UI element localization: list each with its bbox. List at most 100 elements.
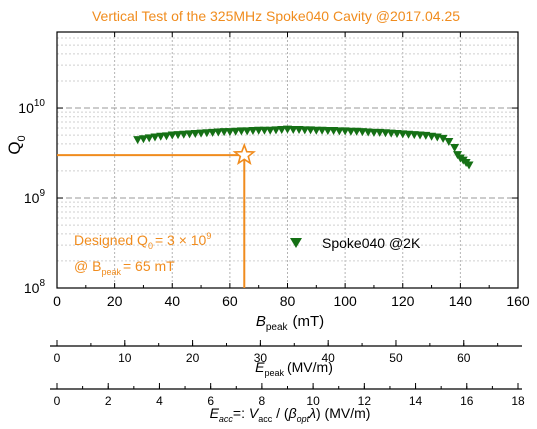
data-point [185, 130, 195, 139]
data-point [259, 126, 269, 135]
tick-label: 0 [54, 351, 61, 365]
tick-label: 10 [118, 351, 132, 365]
eacc-label-part: ) (MV/m) [316, 405, 370, 421]
y-tick-label: 1010 [18, 98, 45, 116]
eacc-label-part: =: [233, 405, 249, 421]
data-point [150, 133, 160, 142]
y-axis-label: Q0 [5, 135, 28, 154]
data-point [173, 131, 183, 140]
data-point [277, 126, 287, 135]
legend-marker [290, 238, 302, 248]
eacc-label-part: acc [219, 414, 234, 424]
data-point [156, 132, 166, 141]
y-axis-ticks: 108 109 1010 [18, 98, 518, 296]
grid [57, 32, 518, 288]
x-tick-label: 100 [333, 293, 357, 309]
data-point [323, 127, 333, 136]
design-annotation-line2: @ Bpeak = 65 mT [74, 258, 175, 277]
tick-label: 0 [54, 394, 61, 408]
tick-label: 2 [105, 394, 112, 408]
data-point [225, 128, 235, 137]
x-axis-ticks: 0 20 40 60 80 100 120 140 160 [53, 32, 530, 309]
tick-label: 6 [207, 394, 214, 408]
tick-label: 50 [389, 351, 403, 365]
data-point [346, 127, 356, 136]
eacc-label-part: acc [258, 414, 273, 424]
data-point [242, 127, 252, 136]
data-point [219, 128, 229, 137]
data-point [190, 129, 200, 138]
x-tick-label: 0 [53, 293, 61, 309]
tick-label: 18 [511, 394, 525, 408]
data-point [231, 127, 241, 136]
data-point [288, 126, 298, 135]
y-axis-label-main: Q [5, 141, 24, 154]
data-point [271, 126, 281, 135]
data-point [208, 128, 218, 137]
data-point [248, 127, 258, 136]
data-point [167, 131, 177, 140]
eacc-label-part: β [288, 405, 297, 421]
eacc-label-part: opt [297, 414, 310, 424]
design-star [232, 142, 256, 166]
eacc-label-part: / ( [272, 405, 289, 421]
eacc-label-part: E [210, 405, 220, 421]
y-axis-label-sub: 0 [16, 135, 28, 141]
x-tick-label: 140 [449, 293, 473, 309]
tick-label: 20 [186, 351, 200, 365]
eacc-axis-label: Eacc=: Vacc / (βoptλ) (MV/m) [210, 405, 371, 424]
data-point [133, 136, 143, 145]
eacc-axis: 0 2 4 6 8 10 12 14 16 18 Eacc=: Vacc / (βoptλ) (M… [50, 383, 525, 424]
data-point [369, 128, 379, 137]
tick-label: 4 [156, 394, 163, 408]
legend-label: Spoke040 @2K [322, 235, 421, 251]
x-tick-label: 80 [280, 293, 296, 309]
data-points [133, 125, 474, 170]
epeak-axis: 0 10 20 30 40 50 60 Epeak (MV/m) [50, 340, 522, 378]
x-axis-label-unit: (mT) [293, 313, 325, 330]
data-point [144, 134, 154, 143]
y-tick-label: 109 [24, 188, 46, 206]
design-annotation: Designed Q0 = 3 × 109 @ Bpeak = 65 mT [74, 231, 211, 277]
y-tick-label: 108 [24, 278, 46, 296]
tick-label: 30 [254, 351, 268, 365]
data-point [300, 126, 310, 135]
data-point [179, 130, 189, 139]
data-point [161, 132, 171, 141]
design-lines [57, 154, 246, 288]
eacc-label-part: λ [308, 405, 316, 421]
x-tick-label: 120 [391, 293, 415, 309]
legend: Spoke040 @2K [290, 235, 421, 251]
data-point [196, 129, 206, 138]
epeak-axis-label: Epeak (MV/m) [255, 359, 333, 378]
data-point [213, 128, 223, 137]
x-axis-label-main: B [256, 313, 266, 330]
data-point [438, 134, 448, 143]
design-point-marker [232, 142, 256, 166]
epeak-axis-ticks: 0 10 20 30 40 50 60 [54, 340, 499, 365]
data-point [254, 126, 264, 135]
eacc-label-part: V [249, 405, 260, 421]
data-point [265, 126, 275, 135]
data-point [444, 137, 454, 146]
x-tick-label: 40 [164, 293, 180, 309]
data-point [202, 129, 212, 138]
data-point [464, 161, 474, 170]
tick-label: 14 [409, 394, 423, 408]
tick-label: 10 [306, 394, 320, 408]
design-annotation-line1: Designed Q0 = 3 × 109 [74, 231, 211, 251]
tick-label: 40 [321, 351, 335, 365]
data-point [334, 127, 344, 136]
tick-label: 60 [457, 351, 471, 365]
chart-title: Vertical Test of the 325MHz Spoke040 Cav… [92, 8, 460, 24]
tick-label: 16 [460, 394, 474, 408]
x-axis-label: Bpeak (mT) [256, 313, 324, 333]
data-point [450, 143, 460, 152]
tick-label: 8 [259, 394, 266, 408]
data-point [236, 127, 246, 136]
tick-label: 12 [358, 394, 372, 408]
data-point [138, 135, 148, 144]
data-point [311, 126, 321, 135]
x-tick-label: 160 [506, 293, 530, 309]
